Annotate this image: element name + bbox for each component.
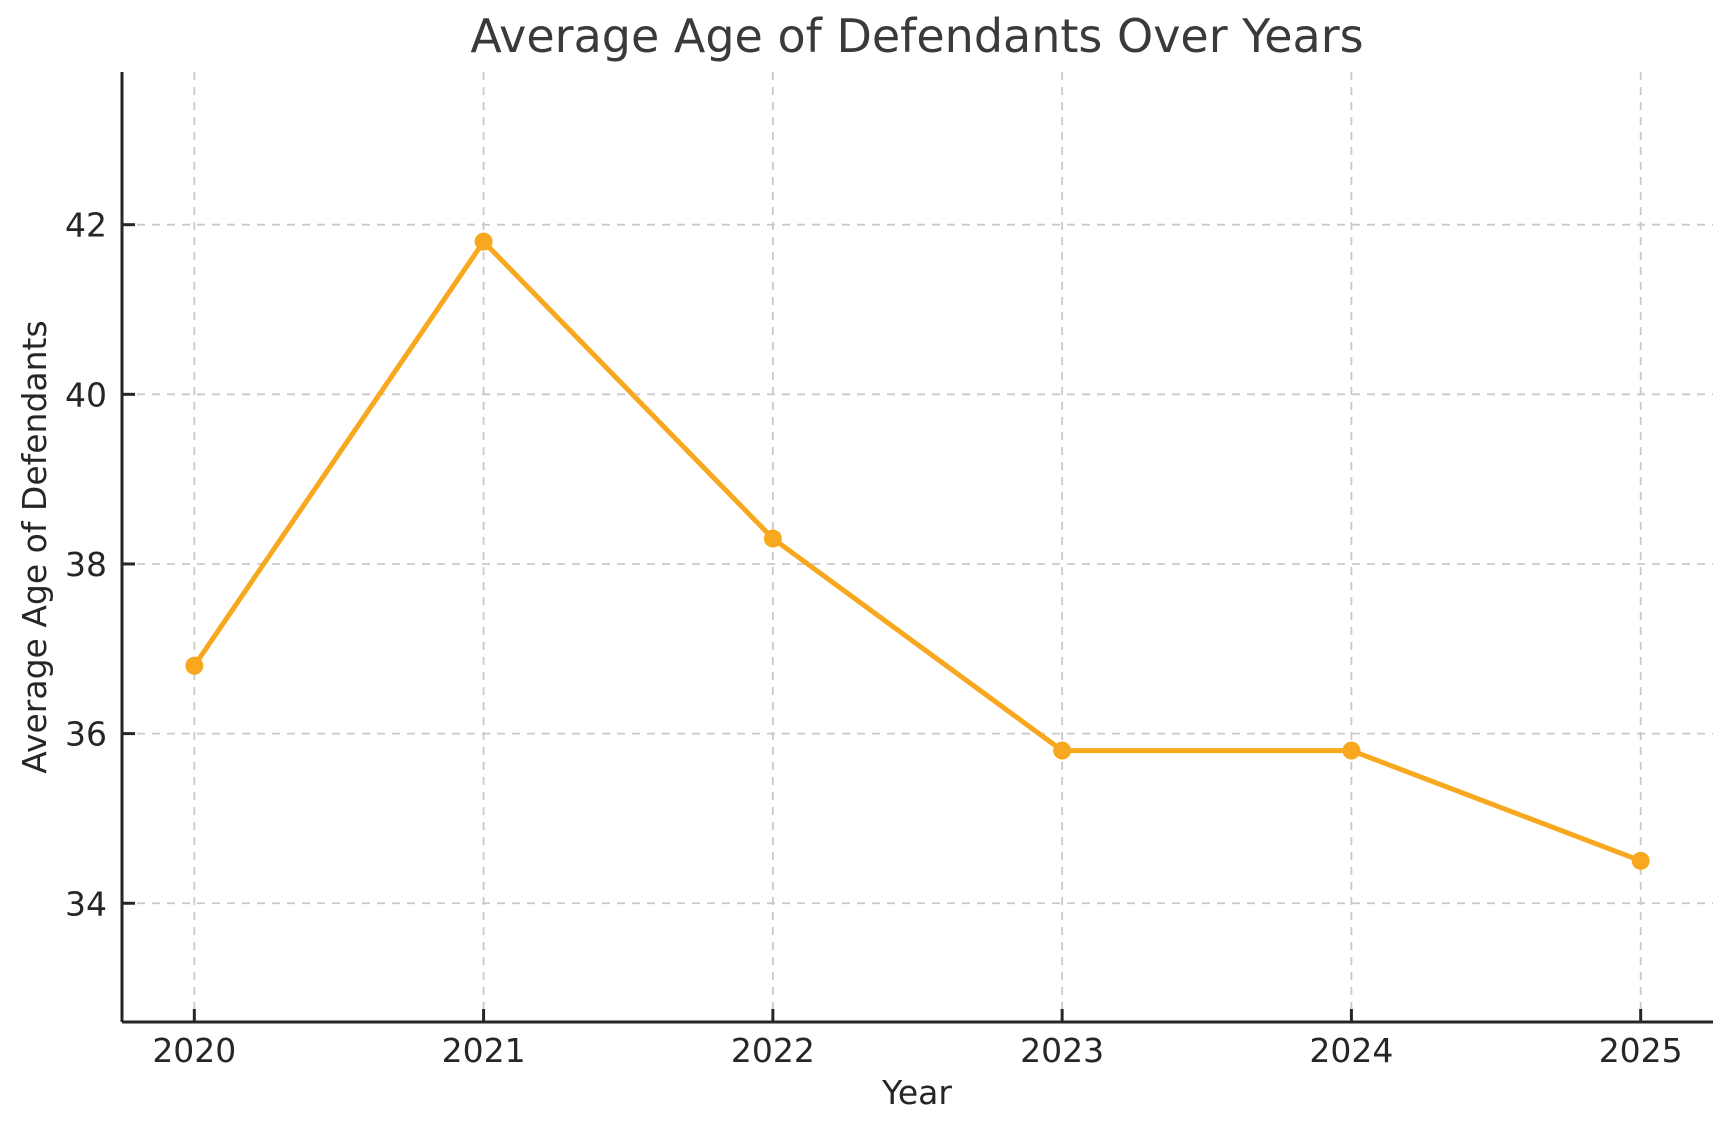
- y-tick-label: 38: [65, 545, 107, 584]
- x-axis-label: Year: [881, 1073, 952, 1112]
- data-point-marker: [185, 656, 204, 675]
- y-tick-label: 40: [65, 375, 107, 414]
- x-tick-label: 2024: [1309, 1031, 1393, 1070]
- x-tick-label: 2020: [152, 1031, 236, 1070]
- data-point-marker: [763, 529, 782, 548]
- axes-spines: [120, 72, 1713, 1024]
- x-tick-label: 2025: [1599, 1031, 1683, 1070]
- data-series: [185, 232, 1650, 870]
- data-point-marker: [474, 232, 493, 251]
- x-tick-label: 2023: [1020, 1031, 1104, 1070]
- data-point-marker: [1631, 851, 1650, 870]
- y-tick-label: 42: [65, 206, 107, 245]
- axis-tick-labels: 2020 2021 2022 2023 2024 2025 34 36 38 40 42: [65, 206, 1683, 1070]
- data-point-marker: [1053, 741, 1072, 760]
- y-tick-label: 36: [65, 715, 107, 754]
- data-point-marker: [1342, 741, 1361, 760]
- gridlines: [122, 72, 1713, 1022]
- chart-title: Average Age of Defendants Over Years: [470, 9, 1363, 63]
- y-tick-label: 34: [65, 884, 107, 923]
- data-line: [191, 239, 1644, 864]
- y-axis-label: Average Age of Defendants: [15, 320, 54, 773]
- x-tick-label: 2021: [442, 1031, 526, 1070]
- x-tick-label: 2022: [731, 1031, 815, 1070]
- axis-ticks: [122, 223, 1643, 1022]
